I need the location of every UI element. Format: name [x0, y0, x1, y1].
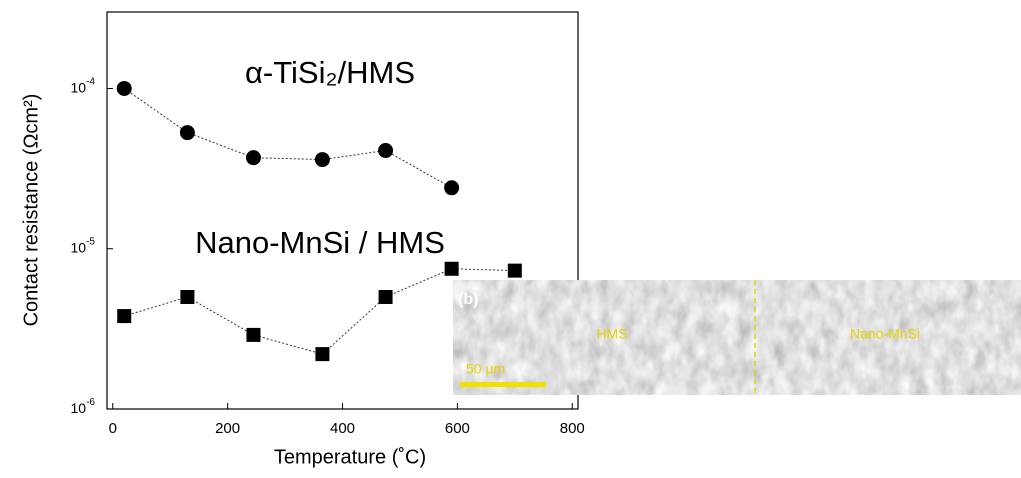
data-point	[444, 180, 460, 196]
y-tick-base: 10	[71, 79, 87, 95]
micrograph-inset: (b) HMS Nano-MnSi 50 µm	[453, 280, 1021, 395]
y-tick-label: 10-6	[71, 397, 96, 416]
y-tick-label: 10-5	[71, 236, 96, 255]
data-point	[314, 152, 330, 168]
data-point	[180, 289, 195, 304]
data-point	[444, 261, 459, 276]
data-point	[117, 309, 132, 324]
series-line	[123, 88, 452, 189]
x-tick-label: 400	[330, 420, 355, 437]
y-tick-exponent: -5	[86, 236, 95, 247]
y-tick-base: 10	[71, 400, 87, 416]
data-point	[179, 125, 195, 141]
x-axis-label: Temperature (˚C)	[274, 446, 426, 468]
region-label: HMS	[596, 326, 627, 342]
y-tick-label: 10-4	[71, 76, 96, 95]
series-annotation: Nano-MnSi / HMS	[195, 225, 445, 260]
panel-label: (b)	[458, 291, 478, 308]
x-tick-label: 200	[215, 420, 240, 437]
x-tick-label: 0	[109, 420, 117, 437]
data-point	[116, 80, 132, 96]
y-tick-base: 10	[71, 239, 87, 255]
scale-bar-label: 50 µm	[466, 361, 505, 377]
data-point	[245, 150, 261, 166]
x-tick-label: 600	[445, 420, 470, 437]
data-point	[378, 289, 393, 304]
y-axis-label: Contact resistance (Ωcm²)	[20, 94, 42, 327]
region-label: Nano-MnSi	[850, 326, 920, 342]
data-point	[378, 143, 394, 159]
micrograph	[453, 280, 1021, 395]
data-point	[315, 347, 330, 362]
data-point	[507, 263, 522, 278]
series-annotation: α-TiSi₂/HMS	[245, 55, 415, 90]
scale-bar	[460, 382, 546, 387]
y-tick-exponent: -6	[86, 397, 95, 408]
y-tick-exponent: -4	[86, 76, 95, 87]
data-point	[246, 327, 261, 342]
x-tick-label: 800	[560, 420, 585, 437]
